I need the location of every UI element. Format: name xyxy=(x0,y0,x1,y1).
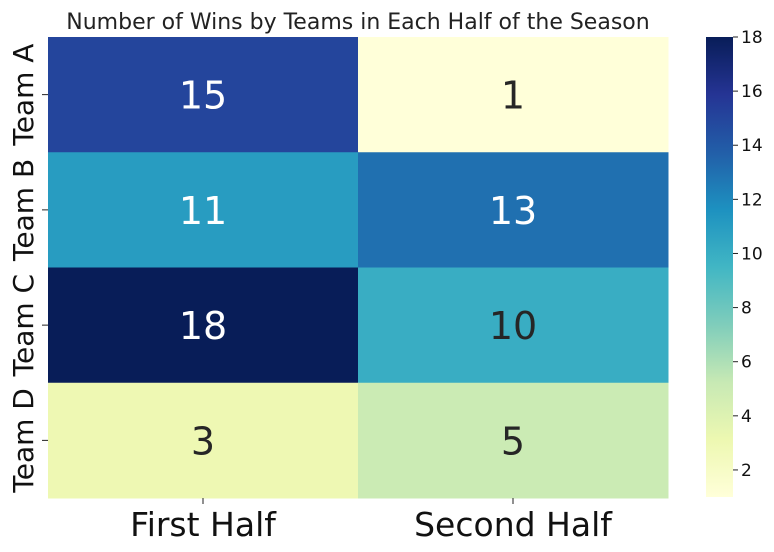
heatmap-cell xyxy=(358,382,669,499)
colorbar-tick-label: 16 xyxy=(741,82,763,102)
y-axis: Team A Team B Team C Team D xyxy=(7,44,48,494)
colorbar-tick-label: 6 xyxy=(741,353,752,373)
colorbar: 2 4 6 8 10 12 14 16 18 xyxy=(706,28,763,497)
cell-value-label: 5 xyxy=(501,419,525,463)
x-tick-label: First Half xyxy=(130,505,277,544)
heatmap-cell xyxy=(48,152,359,268)
x-tick-label: Second Half xyxy=(414,505,613,544)
y-tick-label: Team D xyxy=(7,388,40,493)
cell-value-label: 1 xyxy=(501,74,525,118)
cell-value-label: 15 xyxy=(179,74,227,118)
y-tick-label: Team C xyxy=(7,274,40,377)
chart-title: Number of Wins by Teams in Each Half of … xyxy=(66,10,649,35)
heatmap-cell xyxy=(48,382,359,499)
heatmap-cells xyxy=(48,37,669,499)
colorbar-tick-label: 12 xyxy=(741,190,763,210)
heatmap-cell xyxy=(48,267,359,384)
colorbar-gradient xyxy=(706,37,733,497)
cell-value-label: 18 xyxy=(179,304,227,348)
colorbar-tick-label: 8 xyxy=(741,299,752,319)
heatmap-cell xyxy=(358,267,669,384)
colorbar-tick-label: 18 xyxy=(741,28,763,48)
cell-value-label: 13 xyxy=(489,189,537,233)
heatmap-cell xyxy=(358,152,669,268)
colorbar-tick-label: 10 xyxy=(741,244,763,264)
cell-value-label: 11 xyxy=(179,189,227,233)
y-tick-label: Team B xyxy=(7,159,40,262)
colorbar-tick-label: 2 xyxy=(741,461,752,481)
y-tick-label: Team A xyxy=(7,44,40,147)
x-axis: First Half Second Half xyxy=(130,498,613,544)
colorbar-tick-label: 4 xyxy=(741,407,752,427)
heatmap-cell xyxy=(48,37,359,153)
cell-value-label: 3 xyxy=(191,419,215,463)
colorbar-tick-label: 14 xyxy=(741,136,763,156)
heatmap-cell xyxy=(358,37,669,153)
cell-value-label: 10 xyxy=(489,304,537,348)
